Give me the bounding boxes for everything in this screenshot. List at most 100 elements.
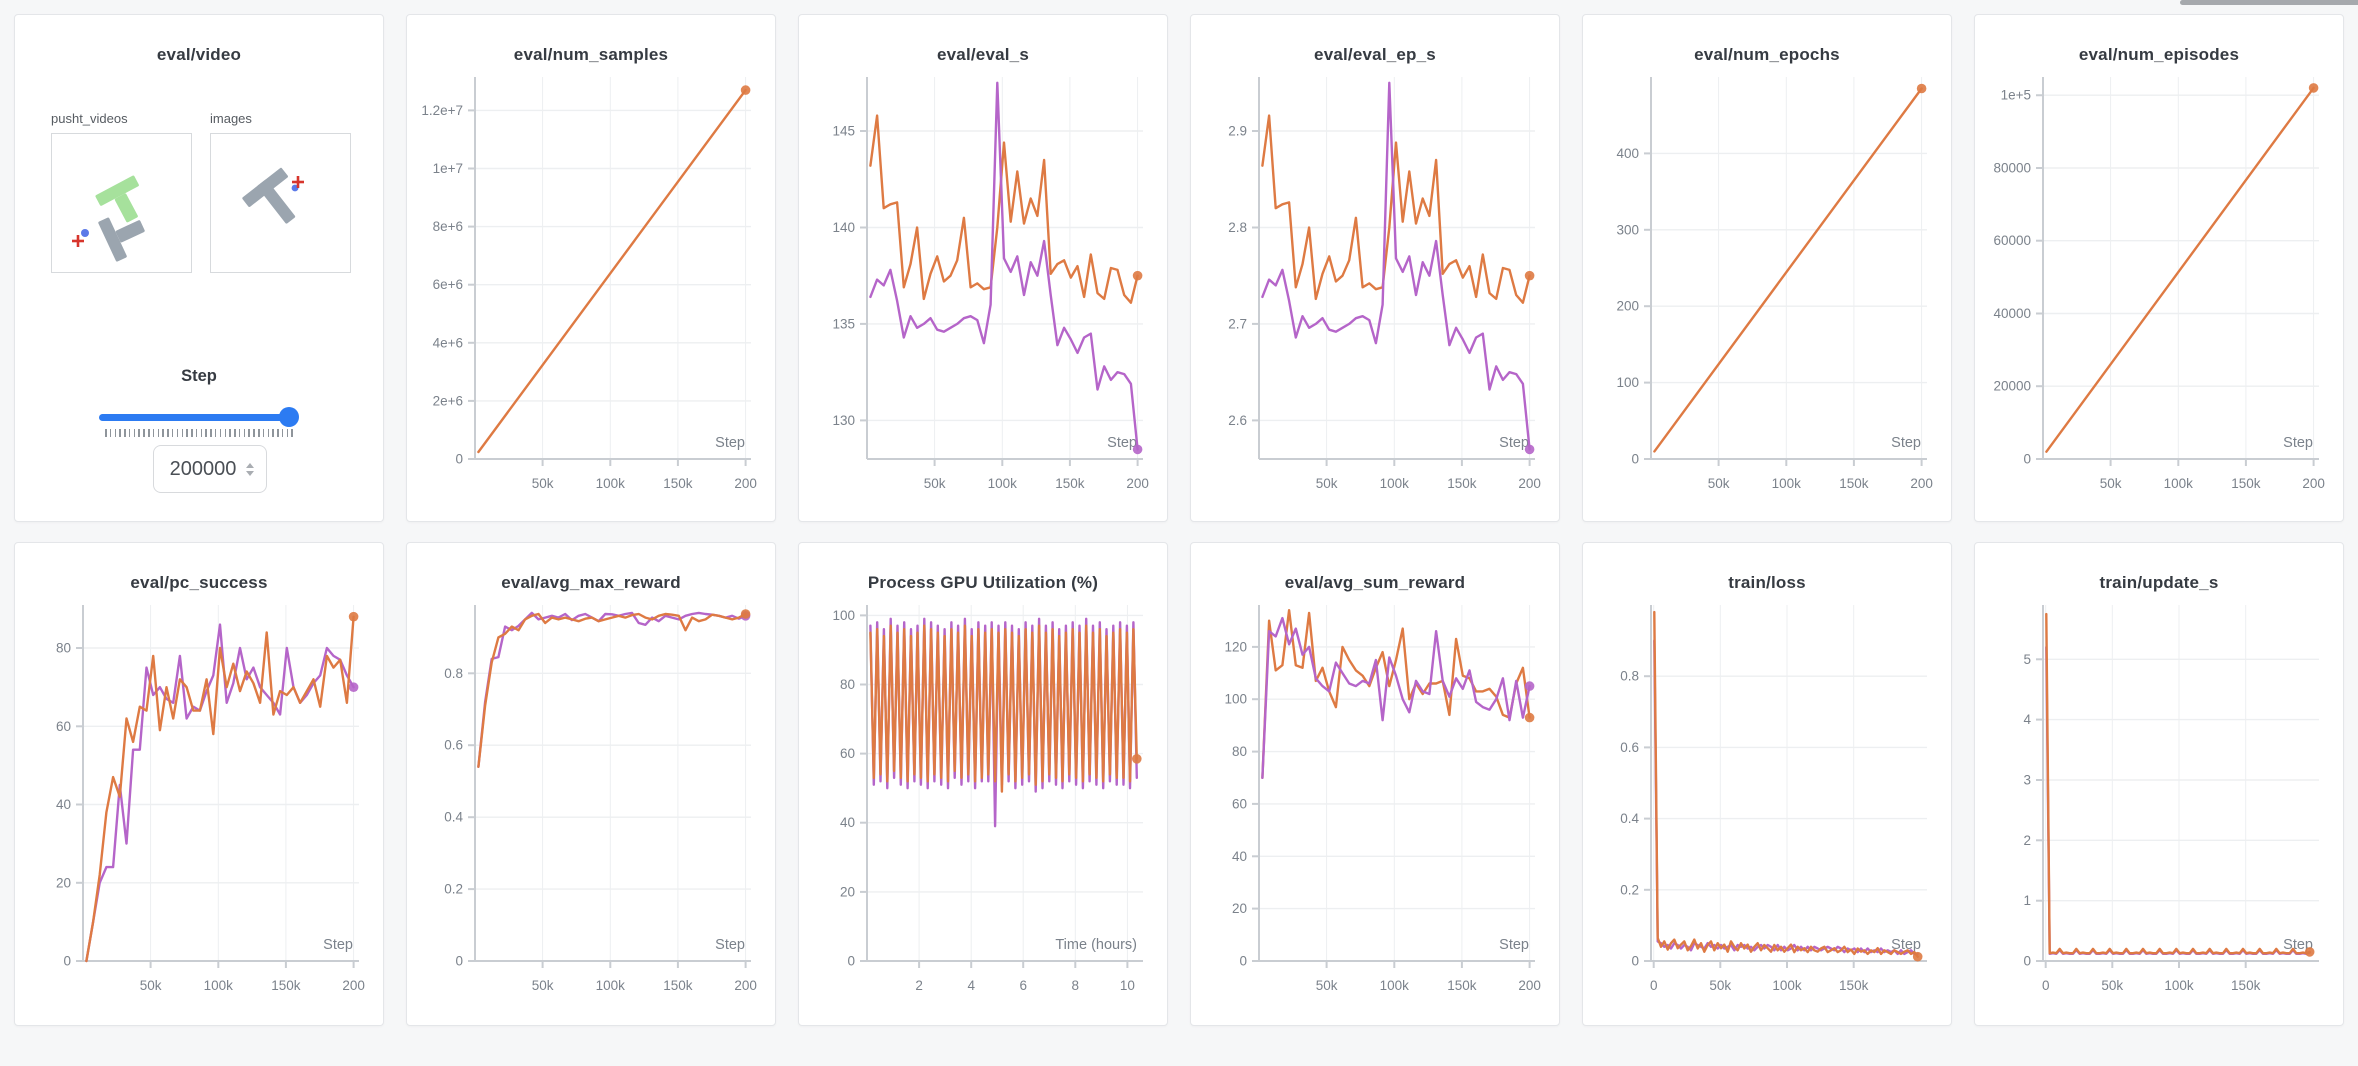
chart-canvas[interactable]: 50k 100k 150k 200 0 100 200 300 400 Step bbox=[1593, 69, 1941, 505]
chart-title: eval/avg_max_reward bbox=[501, 573, 681, 592]
svg-text:200: 200 bbox=[1910, 476, 1933, 491]
step-value-box[interactable] bbox=[153, 445, 267, 493]
panel-chart-eval-num-samples[interactable]: eval/num_samples 50k 100k 150k 200 0 2e+6 4e+6… bbox=[406, 14, 776, 522]
chart-title: eval/num_samples bbox=[513, 45, 669, 64]
svg-text:0: 0 bbox=[455, 954, 463, 969]
panel-chart-eval-eval-s[interactable]: eval/eval_s 50k 100k 150k 200 130 135 140 145 St… bbox=[798, 14, 1168, 522]
target-cross bbox=[72, 235, 84, 247]
panel-chart-eval-pc-success[interactable]: eval/pc_success 50k 100k 150k 200 0 20 40 60 80 S… bbox=[14, 542, 384, 1026]
svg-text:80: 80 bbox=[840, 677, 855, 692]
svg-text:0: 0 bbox=[1650, 978, 1658, 993]
stepper-up-icon[interactable] bbox=[246, 462, 254, 468]
svg-text:2.9: 2.9 bbox=[1228, 124, 1247, 139]
svg-text:200: 200 bbox=[1616, 299, 1639, 314]
chart-canvas[interactable]: 50k 100k 150k 200 0 0.2 0.4 0.6 0.8 Step bbox=[417, 597, 765, 1007]
step-slider-ruler bbox=[105, 429, 293, 437]
svg-text:1: 1 bbox=[2023, 893, 2031, 908]
svg-text:2: 2 bbox=[2023, 833, 2031, 848]
svg-text:4e+6: 4e+6 bbox=[433, 335, 463, 350]
panel-chart-eval-avg-sum-reward[interactable]: eval/avg_sum_reward 50k 100k 150k 200 0 20 40 6… bbox=[1190, 542, 1560, 1026]
stepper-down-icon[interactable] bbox=[246, 470, 254, 476]
chart-train-loss[interactable]: 0 50k 100k 150k 0 0.2 0.4 0.6 0.8 Step bbox=[1593, 597, 1941, 1012]
chart-train-update-s[interactable]: 0 50k 100k 150k 0 1 2 3 4 5 Step bbox=[1985, 597, 2333, 1012]
panel-eval-video[interactable]: eval/video pusht_videos bbox=[14, 14, 384, 522]
svg-text:Time (hours): Time (hours) bbox=[1055, 937, 1137, 953]
svg-text:8: 8 bbox=[1072, 978, 1080, 993]
svg-text:10: 10 bbox=[1120, 978, 1135, 993]
green-t-block bbox=[95, 175, 139, 223]
panel-chart-eval-eval-ep-s[interactable]: eval/eval_ep_s 50k 100k 150k 200 2.6 2.7 2.8 2.… bbox=[1190, 14, 1560, 522]
svg-text:100k: 100k bbox=[596, 978, 626, 993]
svg-text:200: 200 bbox=[734, 978, 757, 993]
chart-canvas[interactable]: 50k 100k 150k 200 0 2e+6 4e+6 6e+6 8e+6 1e+7 1.2e+… bbox=[417, 69, 765, 505]
svg-text:0: 0 bbox=[847, 954, 855, 969]
panel-title: eval/video bbox=[156, 45, 242, 64]
chart-title: eval/eval_ep_s bbox=[1314, 45, 1436, 64]
svg-text:20: 20 bbox=[56, 875, 71, 890]
chart-gpu-utilization[interactable]: 2 4 6 8 10 0 20 40 60 80 100 Time (hours) bbox=[809, 597, 1157, 1012]
chart-title: Process GPU Utilization (%) bbox=[867, 573, 1099, 592]
panel-chart-eval-num-epochs[interactable]: eval/num_epochs 50k 100k 150k 200 0 100 200 300… bbox=[1582, 14, 1952, 522]
panel-chart-train-update-s[interactable]: train/update_s 0 50k 100k 150k 0 1 2 3 4 5 Step bbox=[1974, 542, 2344, 1026]
chart-eval-avg-max-reward[interactable]: 50k 100k 150k 200 0 0.2 0.4 0.6 0.8 Step bbox=[417, 597, 765, 1012]
step-value-input[interactable] bbox=[166, 456, 240, 482]
svg-text:Step: Step bbox=[1499, 937, 1529, 953]
step-slider-label: Step bbox=[181, 367, 217, 385]
media-thumb-pusht-videos[interactable]: pusht_videos bbox=[51, 111, 192, 273]
svg-text:0: 0 bbox=[2023, 954, 2031, 969]
step-stepper[interactable] bbox=[246, 462, 254, 476]
svg-text:50k: 50k bbox=[1709, 978, 1731, 993]
chart-eval-num-epochs[interactable]: 50k 100k 150k 200 0 100 200 300 400 Step bbox=[1593, 69, 1941, 510]
svg-text:6e+6: 6e+6 bbox=[433, 277, 463, 292]
panel-chart-eval-num-episodes[interactable]: eval/num_episodes 50k 100k 150k 200 0 20000 40… bbox=[1974, 14, 2344, 522]
chart-canvas[interactable]: 50k 100k 150k 200 2.6 2.7 2.8 2.9 Step bbox=[1201, 69, 1549, 505]
media-thumb-images[interactable]: images bbox=[210, 111, 351, 273]
svg-text:4: 4 bbox=[2023, 712, 2031, 727]
chart-canvas[interactable]: 50k 100k 150k 200 0 20 40 60 80 Step bbox=[25, 597, 373, 1007]
chart-eval-num-episodes[interactable]: 50k 100k 150k 200 0 20000 40000 60000 80000 1e+5 S… bbox=[1985, 69, 2333, 510]
svg-text:150k: 150k bbox=[271, 978, 301, 993]
svg-text:100k: 100k bbox=[1380, 978, 1410, 993]
svg-text:20: 20 bbox=[1232, 901, 1247, 916]
svg-text:0: 0 bbox=[1631, 452, 1639, 467]
step-slider-track[interactable] bbox=[99, 414, 295, 421]
chart-title: eval/avg_sum_reward bbox=[1284, 573, 1466, 592]
svg-text:Step: Step bbox=[715, 937, 745, 953]
step-slider-thumb[interactable] bbox=[279, 407, 299, 427]
svg-text:0.4: 0.4 bbox=[1620, 811, 1639, 826]
pusht-videos-preview[interactable] bbox=[51, 133, 192, 273]
svg-text:1e+7: 1e+7 bbox=[433, 161, 463, 176]
horizontal-scrollbar-thumb[interactable] bbox=[2180, 0, 2358, 5]
svg-text:80: 80 bbox=[56, 641, 71, 656]
panel-chart-eval-avg-max-reward[interactable]: eval/avg_max_reward 50k 100k 150k 200 0 0.2 0.… bbox=[406, 542, 776, 1026]
panel-chart-train-loss[interactable]: train/loss 0 50k 100k 150k 0 0.2 0.4 0.6 0.8 Step bbox=[1582, 542, 1952, 1026]
svg-text:Step: Step bbox=[2283, 435, 2313, 451]
chart-eval-eval-ep-s[interactable]: 50k 100k 150k 200 2.6 2.7 2.8 2.9 Step bbox=[1201, 69, 1549, 510]
svg-text:8e+6: 8e+6 bbox=[433, 219, 463, 234]
svg-text:145: 145 bbox=[832, 124, 855, 139]
chart-canvas[interactable]: 50k 100k 150k 200 0 20 40 60 80 100 120 Step bbox=[1201, 597, 1549, 1007]
chart-canvas[interactable]: 50k 100k 150k 200 0 20000 40000 60000 80000 1e+5 S… bbox=[1985, 69, 2333, 505]
svg-text:150k: 150k bbox=[1055, 476, 1085, 491]
panel-chart-gpu-utilization[interactable]: Process GPU Utilization (%) 2 4 6 8 10 0 20 40 6… bbox=[798, 542, 1168, 1026]
images-preview[interactable] bbox=[210, 133, 351, 273]
svg-text:200: 200 bbox=[342, 978, 365, 993]
chart-canvas[interactable]: 0 50k 100k 150k 0 0.2 0.4 0.6 0.8 Step bbox=[1593, 597, 1941, 1007]
chart-eval-pc-success[interactable]: 50k 100k 150k 200 0 20 40 60 80 Step bbox=[25, 597, 373, 1012]
chart-canvas[interactable]: 0 50k 100k 150k 0 1 2 3 4 5 Step bbox=[1985, 597, 2333, 1007]
svg-text:Step: Step bbox=[1499, 435, 1529, 451]
chart-canvas[interactable]: 50k 100k 150k 200 130 135 140 145 Step bbox=[809, 69, 1157, 505]
chart-eval-num-samples[interactable]: 50k 100k 150k 200 0 2e+6 4e+6 6e+6 8e+6 1e+7 1.2e+… bbox=[417, 69, 765, 510]
step-slider[interactable] bbox=[99, 407, 299, 427]
svg-text:150k: 150k bbox=[663, 476, 693, 491]
chart-eval-eval-s[interactable]: 50k 100k 150k 200 130 135 140 145 Step bbox=[809, 69, 1157, 510]
chart-title: eval/eval_s bbox=[936, 45, 1029, 64]
media-thumb-label: images bbox=[210, 111, 252, 126]
chart-eval-avg-sum-reward[interactable]: 50k 100k 150k 200 0 20 40 60 80 100 120 Step bbox=[1201, 597, 1549, 1012]
svg-text:60000: 60000 bbox=[1993, 233, 2031, 248]
svg-text:2.7: 2.7 bbox=[1228, 316, 1247, 331]
images-scene-graphic bbox=[242, 167, 304, 224]
svg-text:150k: 150k bbox=[1447, 978, 1477, 993]
svg-text:100k: 100k bbox=[1380, 476, 1410, 491]
